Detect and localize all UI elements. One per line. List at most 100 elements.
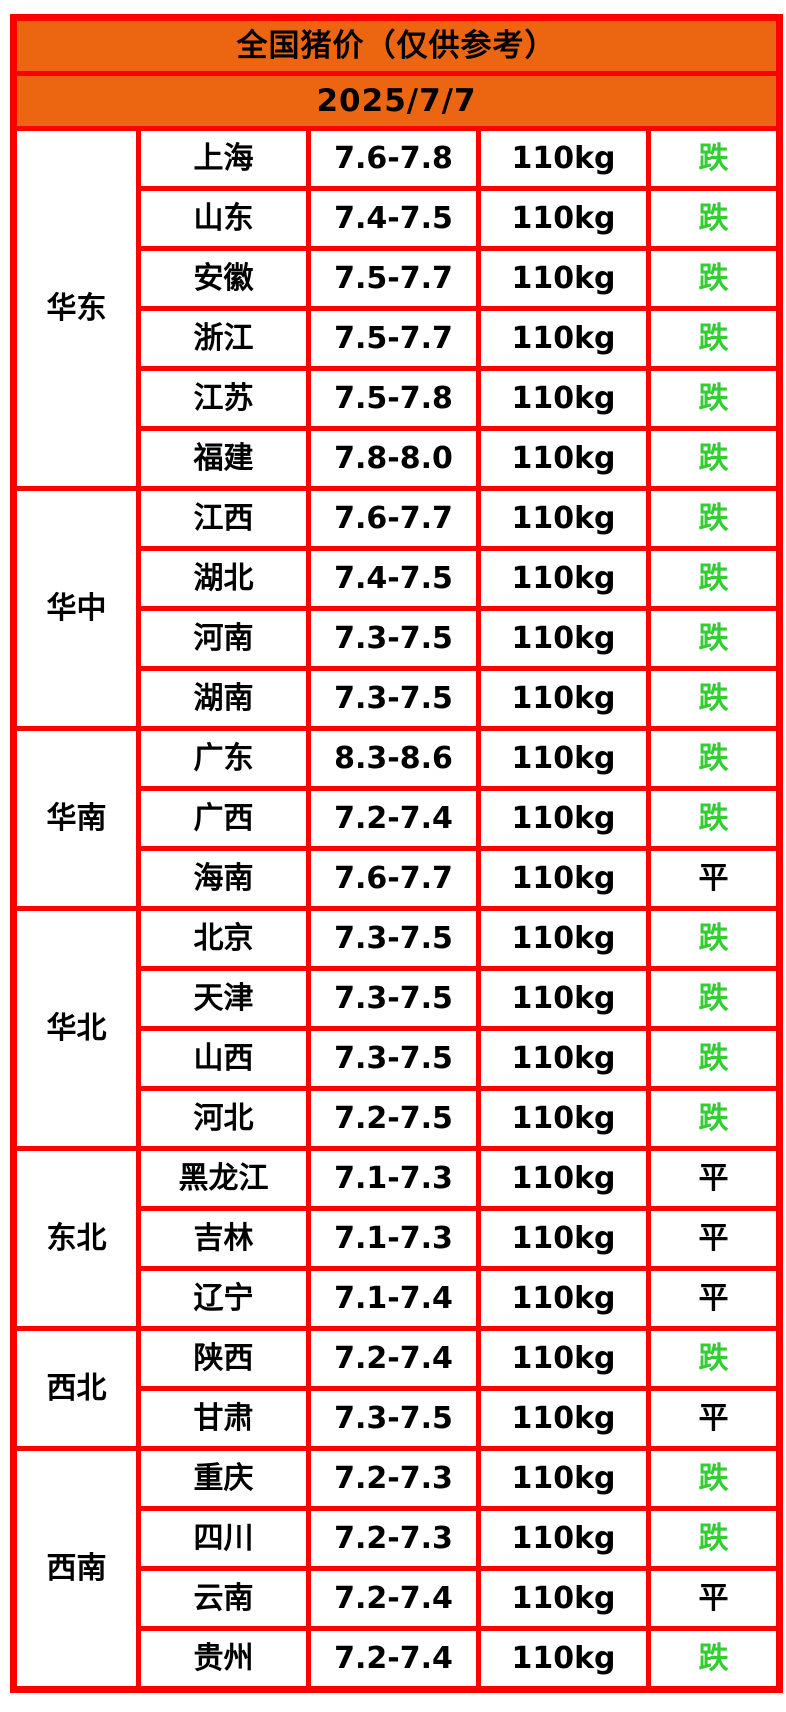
- province-cell: 安徽: [136, 246, 311, 311]
- table-row: 华东 上海 7.6-7.8 110kg 跌: [11, 126, 783, 491]
- province-cell: 辽宁: [136, 1266, 311, 1331]
- region-cell: 华中: [11, 486, 141, 731]
- weight-cell: 110kg: [476, 1026, 651, 1091]
- weight-cell: 110kg: [476, 426, 651, 491]
- weight-cell: 110kg: [476, 846, 651, 911]
- province-cell: 浙江: [136, 306, 311, 371]
- weight-cell: 110kg: [476, 666, 651, 731]
- weight-cell: 110kg: [476, 306, 651, 371]
- province-cell: 北京: [136, 906, 311, 971]
- table-row: 浙江 7.5-7.7 110kg 跌: [14, 306, 783, 371]
- price-cell: 7.5-7.7: [306, 246, 481, 311]
- price-cell: 7.1-7.3: [306, 1206, 481, 1271]
- price-cell: 7.3-7.5: [306, 606, 481, 671]
- status-cell: 跌: [645, 186, 783, 251]
- status-cell: 跌: [645, 486, 783, 551]
- weight-cell: 110kg: [476, 1266, 651, 1331]
- table-row: 吉林 7.1-7.3 110kg 平: [14, 1206, 783, 1271]
- region-cell: 东北: [11, 1146, 141, 1331]
- price-cell: 7.4-7.5: [306, 186, 481, 251]
- table-row: 广西 7.2-7.4 110kg 跌: [14, 786, 783, 851]
- weight-cell: 110kg: [476, 126, 651, 191]
- province-cell: 河南: [136, 606, 311, 671]
- price-cell: 7.3-7.5: [306, 966, 481, 1031]
- table-row: 山西 7.3-7.5 110kg 跌: [14, 1026, 783, 1091]
- status-cell: 跌: [645, 1026, 783, 1091]
- province-cell: 福建: [136, 426, 311, 491]
- province-cell: 江苏: [136, 366, 311, 431]
- price-cell: 7.2-7.3: [306, 1446, 481, 1511]
- status-cell: 跌: [645, 606, 783, 671]
- table-row: 东北 黑龙江 7.1-7.3 110kg 平: [11, 1146, 783, 1331]
- price-cell: 7.1-7.3: [306, 1146, 481, 1211]
- price-cell: 7.3-7.5: [306, 1026, 481, 1091]
- weight-cell: 110kg: [476, 246, 651, 311]
- table-row: 湖北 7.4-7.5 110kg 跌: [14, 546, 783, 611]
- price-cell: 7.2-7.3: [306, 1506, 481, 1571]
- weight-cell: 110kg: [476, 546, 651, 611]
- table-row: 福建 7.8-8.0 110kg 跌: [14, 426, 783, 491]
- table-row: 甘肃 7.3-7.5 110kg 平: [14, 1386, 783, 1451]
- price-cell: 7.5-7.8: [306, 366, 481, 431]
- pig-price-table: 全国猪价（仅供参考） 2025/7/7 华东 上海 7.6-7.8 110kg 跌山东 7…: [10, 14, 784, 1693]
- status-cell: 平: [645, 1146, 783, 1211]
- province-cell: 天津: [136, 966, 311, 1031]
- table-row: 西北 陕西 7.2-7.4 110kg 跌: [11, 1326, 783, 1451]
- price-cell: 7.2-7.4: [306, 1326, 481, 1391]
- weight-cell: 110kg: [476, 366, 651, 431]
- price-cell: 7.4-7.5: [306, 546, 481, 611]
- price-cell: 7.3-7.5: [306, 906, 481, 971]
- price-cell: 7.5-7.7: [306, 306, 481, 371]
- status-cell: 平: [645, 1386, 783, 1451]
- province-cell: 山西: [136, 1026, 311, 1091]
- province-cell: 贵州: [136, 1626, 311, 1692]
- status-cell: 平: [645, 846, 783, 911]
- province-cell: 河北: [136, 1086, 311, 1151]
- weight-cell: 110kg: [476, 1206, 651, 1271]
- table-row: 华南 广东 8.3-8.6 110kg 跌: [11, 726, 783, 911]
- province-cell: 广西: [136, 786, 311, 851]
- weight-cell: 110kg: [476, 606, 651, 671]
- status-cell: 跌: [645, 726, 783, 791]
- weight-cell: 110kg: [476, 786, 651, 851]
- table-row: 西南 重庆 7.2-7.3 110kg 跌: [11, 1446, 783, 1692]
- price-cell: 7.3-7.5: [306, 1386, 481, 1451]
- price-cell: 7.6-7.7: [306, 846, 481, 911]
- table-title: 全国猪价（仅供参考）: [10, 15, 783, 76]
- province-cell: 吉林: [136, 1206, 311, 1271]
- table-row: 四川 7.2-7.3 110kg 跌: [14, 1506, 783, 1571]
- status-cell: 跌: [645, 966, 783, 1031]
- status-cell: 跌: [645, 1086, 783, 1151]
- status-cell: 平: [645, 1566, 783, 1631]
- price-table-body: 全国猪价（仅供参考） 2025/7/7 华东 上海 7.6-7.8 110kg 跌山东 7…: [10, 15, 783, 1692]
- weight-cell: 110kg: [476, 1446, 651, 1511]
- status-cell: 跌: [645, 906, 783, 971]
- table-row: 华中 江西 7.6-7.7 110kg 跌: [11, 486, 783, 731]
- status-cell: 跌: [645, 786, 783, 851]
- status-cell: 跌: [645, 1326, 783, 1391]
- province-cell: 山东: [136, 186, 311, 251]
- table-row: 江苏 7.5-7.8 110kg 跌: [14, 366, 783, 431]
- status-cell: 跌: [645, 246, 783, 311]
- province-cell: 湖南: [136, 666, 311, 731]
- province-cell: 黑龙江: [136, 1146, 311, 1211]
- table-row: 安徽 7.5-7.7 110kg 跌: [14, 246, 783, 311]
- price-cell: 7.1-7.4: [306, 1266, 481, 1331]
- price-cell: 7.3-7.5: [306, 666, 481, 731]
- table-row: 河北 7.2-7.5 110kg 跌: [14, 1086, 783, 1151]
- table-row: 贵州 7.2-7.4 110kg 跌: [14, 1626, 783, 1692]
- province-cell: 陕西: [136, 1326, 311, 1391]
- price-cell: 7.6-7.8: [306, 126, 481, 191]
- table-row: 海南 7.6-7.7 110kg 平: [14, 846, 783, 911]
- status-cell: 跌: [645, 1506, 783, 1571]
- status-cell: 平: [645, 1266, 783, 1331]
- status-cell: 平: [645, 1206, 783, 1271]
- weight-cell: 110kg: [476, 966, 651, 1031]
- region-cell: 西北: [11, 1326, 141, 1451]
- table-date: 2025/7/7: [10, 71, 783, 131]
- status-cell: 跌: [645, 366, 783, 431]
- table-row: 华北 北京 7.3-7.5 110kg 跌: [11, 906, 783, 1151]
- price-cell: 8.3-8.6: [306, 726, 481, 791]
- province-cell: 江西: [136, 486, 311, 551]
- price-cell: 7.2-7.4: [306, 1566, 481, 1631]
